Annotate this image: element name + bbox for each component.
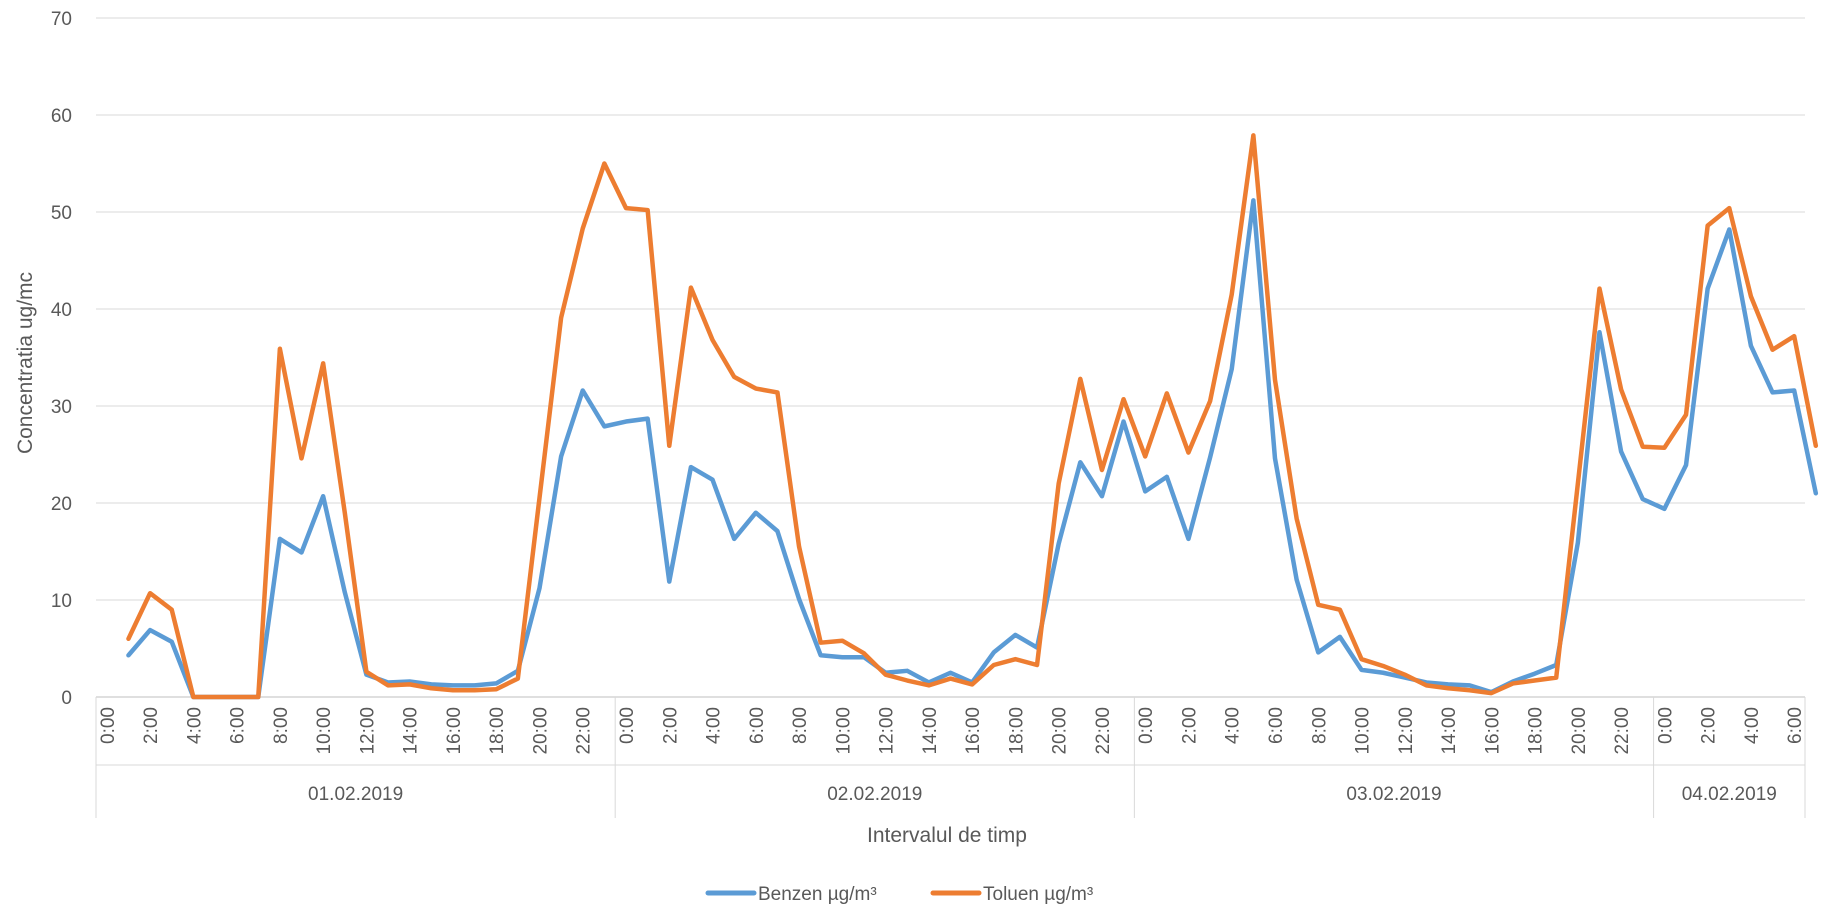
legend-label: Toluen µg/m³	[983, 884, 1093, 905]
x-tick-label: 2:00	[1179, 707, 1200, 744]
x-tick-label: 2:00	[1699, 707, 1720, 744]
x-tick-label: 10:00	[833, 707, 854, 755]
x-tick-label: 4:00	[1742, 707, 1763, 744]
x-tick-label: 0:00	[98, 707, 119, 744]
x-tick-label: 16:00	[963, 707, 984, 755]
x-tick-label: 16:00	[444, 707, 465, 755]
x-tick-label: 18:00	[487, 707, 508, 755]
y-tick-label: 20	[51, 494, 72, 515]
x-tick-label: 10:00	[1353, 707, 1374, 755]
series-line-2	[126, 133, 1819, 700]
x-tick-label: 8:00	[271, 707, 292, 744]
legend-label: Benzen µg/m³	[758, 884, 877, 905]
x-tick-label: 4:00	[704, 707, 725, 744]
y-tick-label: 10	[51, 591, 72, 612]
x-date-label: 03.02.2019	[1346, 784, 1441, 805]
x-axis: 01.02.2019 02.02.2019 03.02.2019 04.02.2019…	[95, 697, 1806, 818]
y-tick-label: 30	[51, 397, 72, 418]
x-tick-label: 22:00	[1093, 707, 1114, 755]
y-axis-title: Concentratia ug/mc	[14, 272, 37, 454]
x-tick-label: 8:00	[790, 707, 811, 744]
x-tick-label: 20:00	[1569, 707, 1590, 755]
x-tick-label: 2:00	[660, 707, 681, 744]
x-tick-label: 18:00	[1526, 707, 1547, 755]
x-tick-label: 2:00	[141, 707, 162, 744]
x-tick-label: 12:00	[1396, 707, 1417, 755]
x-tick-label: 14:00	[1439, 707, 1460, 755]
x-tick-label: 14:00	[920, 707, 941, 755]
x-tick-label: 20:00	[1050, 707, 1071, 755]
x-tick-label: 6:00	[1785, 707, 1806, 744]
x-tick-label: 0:00	[1136, 707, 1157, 744]
x-tick-label: 8:00	[1309, 707, 1330, 744]
x-tick-label: 4:00	[184, 707, 205, 744]
x-tick-label: 10:00	[314, 707, 335, 755]
y-tick-label: 50	[51, 203, 72, 224]
x-tick-label: 20:00	[530, 707, 551, 755]
x-tick-label: 22:00	[1612, 707, 1633, 755]
x-tick-label: 0:00	[1655, 707, 1676, 744]
x-tick-label: 6:00	[228, 707, 249, 744]
x-axis-title: Intervalul de timp	[867, 824, 1027, 847]
x-tick-label: 18:00	[1006, 707, 1027, 755]
y-tick-label: 60	[51, 106, 72, 127]
x-date-label: 04.02.2019	[1682, 784, 1777, 805]
series-layer	[126, 133, 1819, 700]
x-tick-label: 14:00	[401, 707, 422, 755]
x-tick-label: 16:00	[1482, 707, 1503, 755]
x-tick-label: 4:00	[1223, 707, 1244, 744]
x-tick-label: 0:00	[617, 707, 638, 744]
y-tick-label: 70	[51, 9, 72, 30]
legend: Benzen µg/m³ Toluen µg/m³	[705, 884, 1093, 905]
y-tick-label: 40	[51, 300, 72, 321]
x-tick-label: 6:00	[1266, 707, 1287, 744]
x-tick-label: 6:00	[747, 707, 768, 744]
x-tick-label: 12:00	[877, 707, 898, 755]
x-tick-label: 22:00	[574, 707, 595, 755]
gridlines	[96, 17, 1805, 698]
x-date-label: 01.02.2019	[308, 784, 403, 805]
y-axis-ticks: 0 10 20 30 40 50 60 70	[51, 9, 72, 709]
x-tick-label: 12:00	[357, 707, 378, 755]
x-date-label: 02.02.2019	[827, 784, 922, 805]
y-tick-label: 0	[61, 688, 72, 709]
